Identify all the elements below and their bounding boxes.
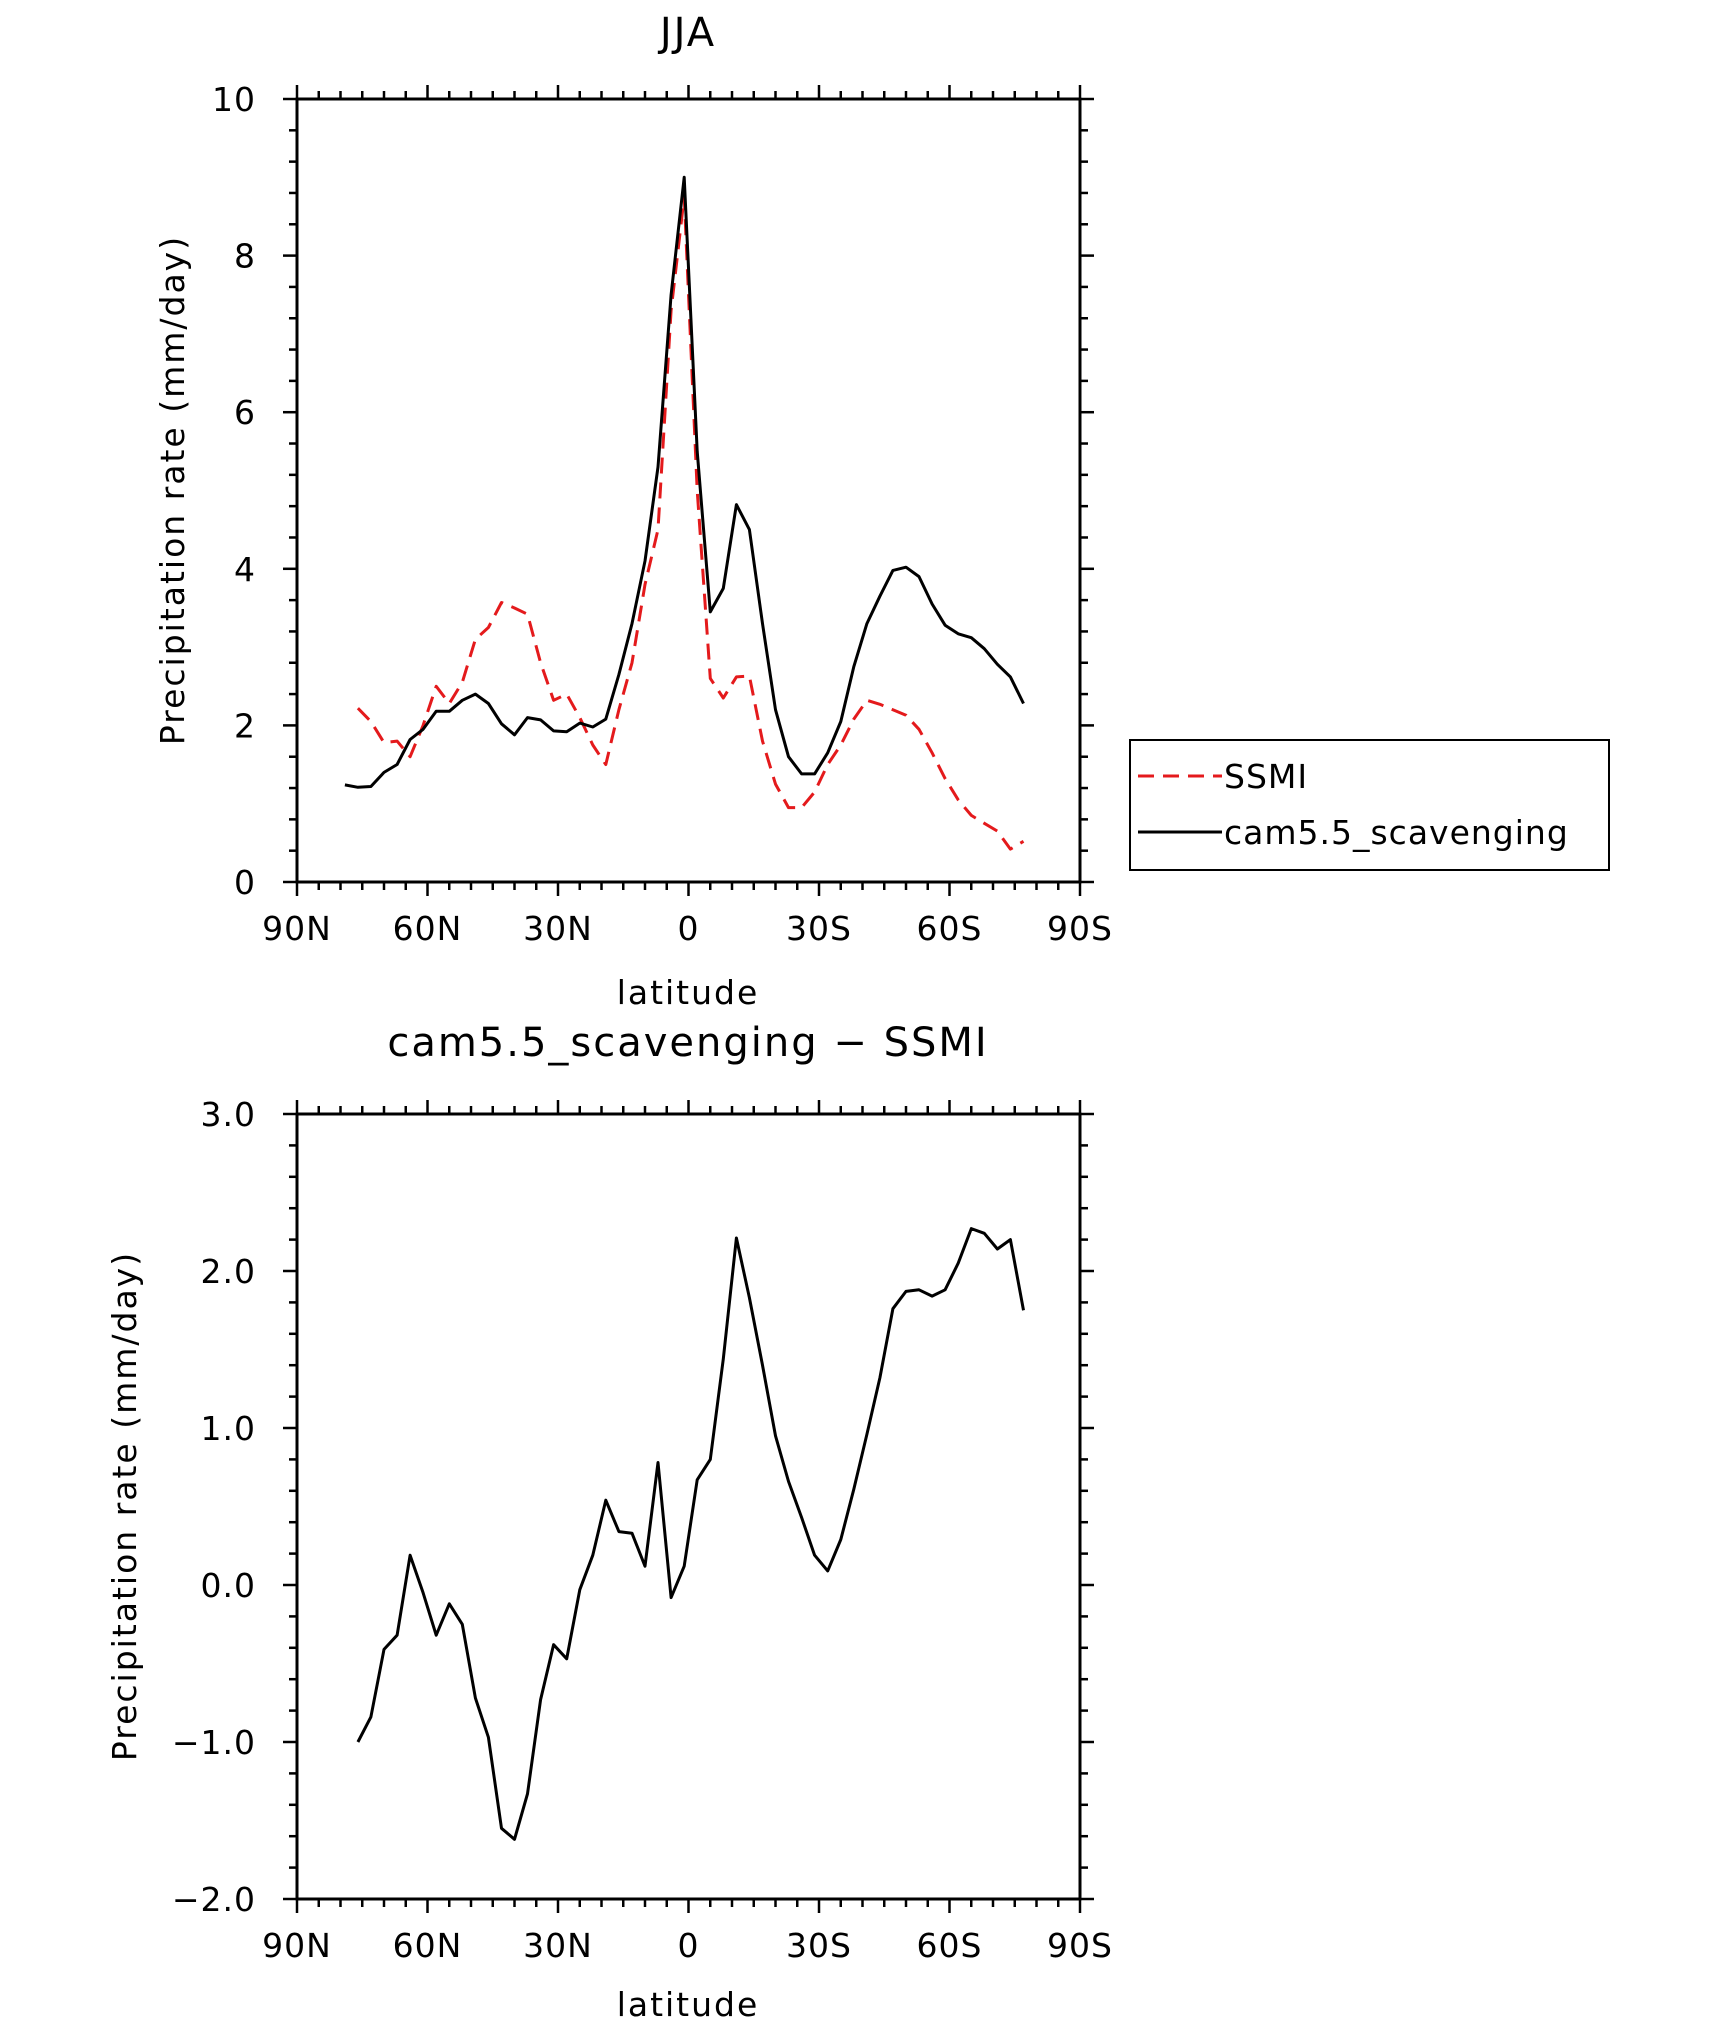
y-tick-label: 2.0 xyxy=(201,1252,256,1291)
y-tick-label: 4 xyxy=(234,550,256,589)
y-tick-label: 2 xyxy=(234,706,256,745)
bottom-chart: cam5.5_scavenging − SSMI −2.0 −1.0 0.0 1.0 2… xyxy=(105,1020,1113,2021)
bottom-chart-y-axis-label: Precipitation rate (mm/day) xyxy=(105,1251,144,1761)
top-chart-frame xyxy=(295,97,1082,884)
x-tick-label: 60S xyxy=(917,909,983,948)
x-tick-label: 30N xyxy=(523,1926,593,1965)
x-tick-label: 90N xyxy=(262,909,332,948)
x-tick-label: 90S xyxy=(1047,1926,1113,1965)
x-tick-label: 60N xyxy=(393,909,463,948)
top-chart-y-axis-label: Precipitation rate (mm/day) xyxy=(153,235,192,745)
legend-label-cam: cam5.5_scavenging xyxy=(1224,813,1569,852)
bottom-chart-series xyxy=(356,1227,1025,1841)
x-tick-label: 30S xyxy=(786,1926,852,1965)
y-tick-label: 8 xyxy=(234,237,256,276)
series-line-ssmi xyxy=(356,195,1025,851)
top-chart-y-tick-labels: 0 2 4 6 8 10 xyxy=(212,80,256,902)
x-tick-label: 30S xyxy=(786,909,852,948)
y-tick-label: 0 xyxy=(234,863,256,902)
bottom-chart-x-axis-label: latitude xyxy=(617,1985,760,2021)
legend: SSMI cam5.5_scavenging xyxy=(1129,739,1610,871)
top-chart-ticks xyxy=(283,85,1094,896)
bottom-chart-frame xyxy=(295,1112,1082,1901)
y-tick-label: −1.0 xyxy=(172,1723,256,1762)
series-line-cam5-5-scavenging-ssmi xyxy=(356,1227,1025,1841)
y-tick-label: 10 xyxy=(212,80,256,119)
top-chart-title: JJA xyxy=(657,10,716,56)
legend-box xyxy=(1129,739,1610,871)
top-chart-x-axis-label: latitude xyxy=(617,973,760,1012)
bottom-chart-x-tick-labels: 90N 60N 30N 0 30S 60S 90S xyxy=(262,1926,1113,1965)
y-tick-label: 1.0 xyxy=(201,1409,256,1448)
y-tick-label: 3.0 xyxy=(201,1095,256,1134)
x-tick-label: 0 xyxy=(678,1926,700,1965)
y-tick-label: 0.0 xyxy=(201,1566,256,1605)
x-tick-label: 60N xyxy=(393,1926,463,1965)
y-tick-label: −2.0 xyxy=(172,1880,256,1919)
legend-label-ssmi: SSMI xyxy=(1224,757,1308,796)
bottom-chart-ticks xyxy=(283,1100,1094,1913)
top-chart-x-tick-labels: 90N 60N 30N 0 30S 60S 90S xyxy=(262,909,1113,948)
x-tick-label: 0 xyxy=(678,909,700,948)
bottom-chart-title: cam5.5_scavenging − SSMI xyxy=(387,1020,988,1066)
x-tick-label: 30N xyxy=(523,909,593,948)
y-tick-label: 6 xyxy=(234,393,256,432)
series-line-cam5-5-scavenging xyxy=(344,175,1025,789)
bottom-chart-y-tick-labels: −2.0 −1.0 0.0 1.0 2.0 3.0 xyxy=(172,1095,256,1919)
top-chart-series xyxy=(344,175,1025,851)
top-chart: JJA 0 2 4 6 8 10 90N 60N 30N 0 30S 60S 90S latitude… xyxy=(153,10,1113,1012)
x-tick-label: 90N xyxy=(262,1926,332,1965)
x-tick-label: 90S xyxy=(1047,909,1113,948)
x-tick-label: 60S xyxy=(917,1926,983,1965)
